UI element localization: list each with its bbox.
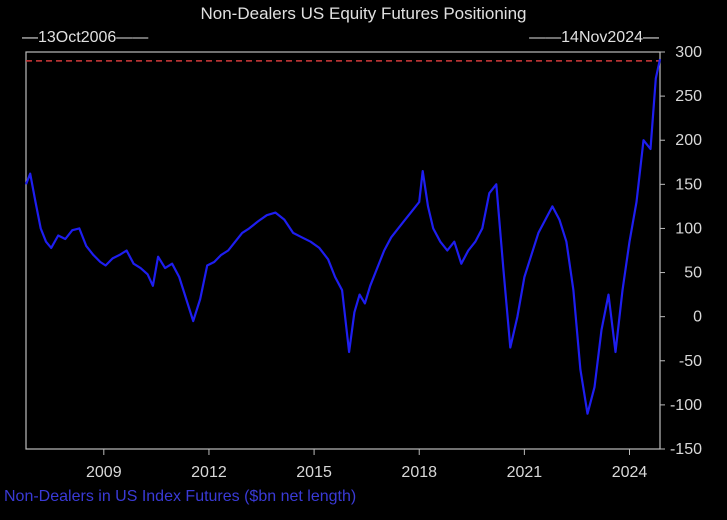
y-tick-label: 150 [675, 176, 702, 193]
x-tick-label: 2021 [507, 464, 543, 481]
y-tick-label: 100 [675, 220, 702, 237]
chart-subtitle: Non-Dealers in US Index Futures ($bn net… [4, 488, 357, 505]
series-layer [24, 58, 662, 415]
y-tick-label: 200 [675, 132, 702, 149]
x-tick-label: 2024 [612, 464, 648, 481]
x-axis: 2009 2012 2015 2018 2021 2024 [86, 449, 647, 481]
y-tick-label: -150 [670, 441, 702, 458]
y-tick-label: 300 [675, 44, 702, 61]
y-tick-label: -50 [679, 353, 702, 370]
y-tick-label: -100 [670, 397, 702, 414]
y-tick-label: 0 [693, 309, 702, 326]
x-tick-label: 2012 [191, 464, 227, 481]
x-tick-label: 2009 [86, 464, 122, 481]
y-axis: 300 250 200 150 100 50 0 -50 -100 -150 [660, 44, 702, 458]
start-date-text: 13Oct2006 [38, 29, 117, 46]
x-tick-label: 2018 [401, 464, 437, 481]
series-line-0 [24, 58, 662, 415]
y-tick-label: 50 [684, 265, 702, 282]
y-tick-label: 250 [675, 88, 702, 105]
start-date-label: —13Oct2006—— [22, 29, 149, 46]
plot-frame [25, 51, 661, 450]
chart-title: Non-Dealers US Equity Futures Positionin… [200, 4, 527, 23]
end-date-label: ——14Nov2024— [529, 29, 659, 46]
x-tick-label: 2015 [296, 464, 332, 481]
end-date-text: 14Nov2024 [561, 29, 643, 46]
